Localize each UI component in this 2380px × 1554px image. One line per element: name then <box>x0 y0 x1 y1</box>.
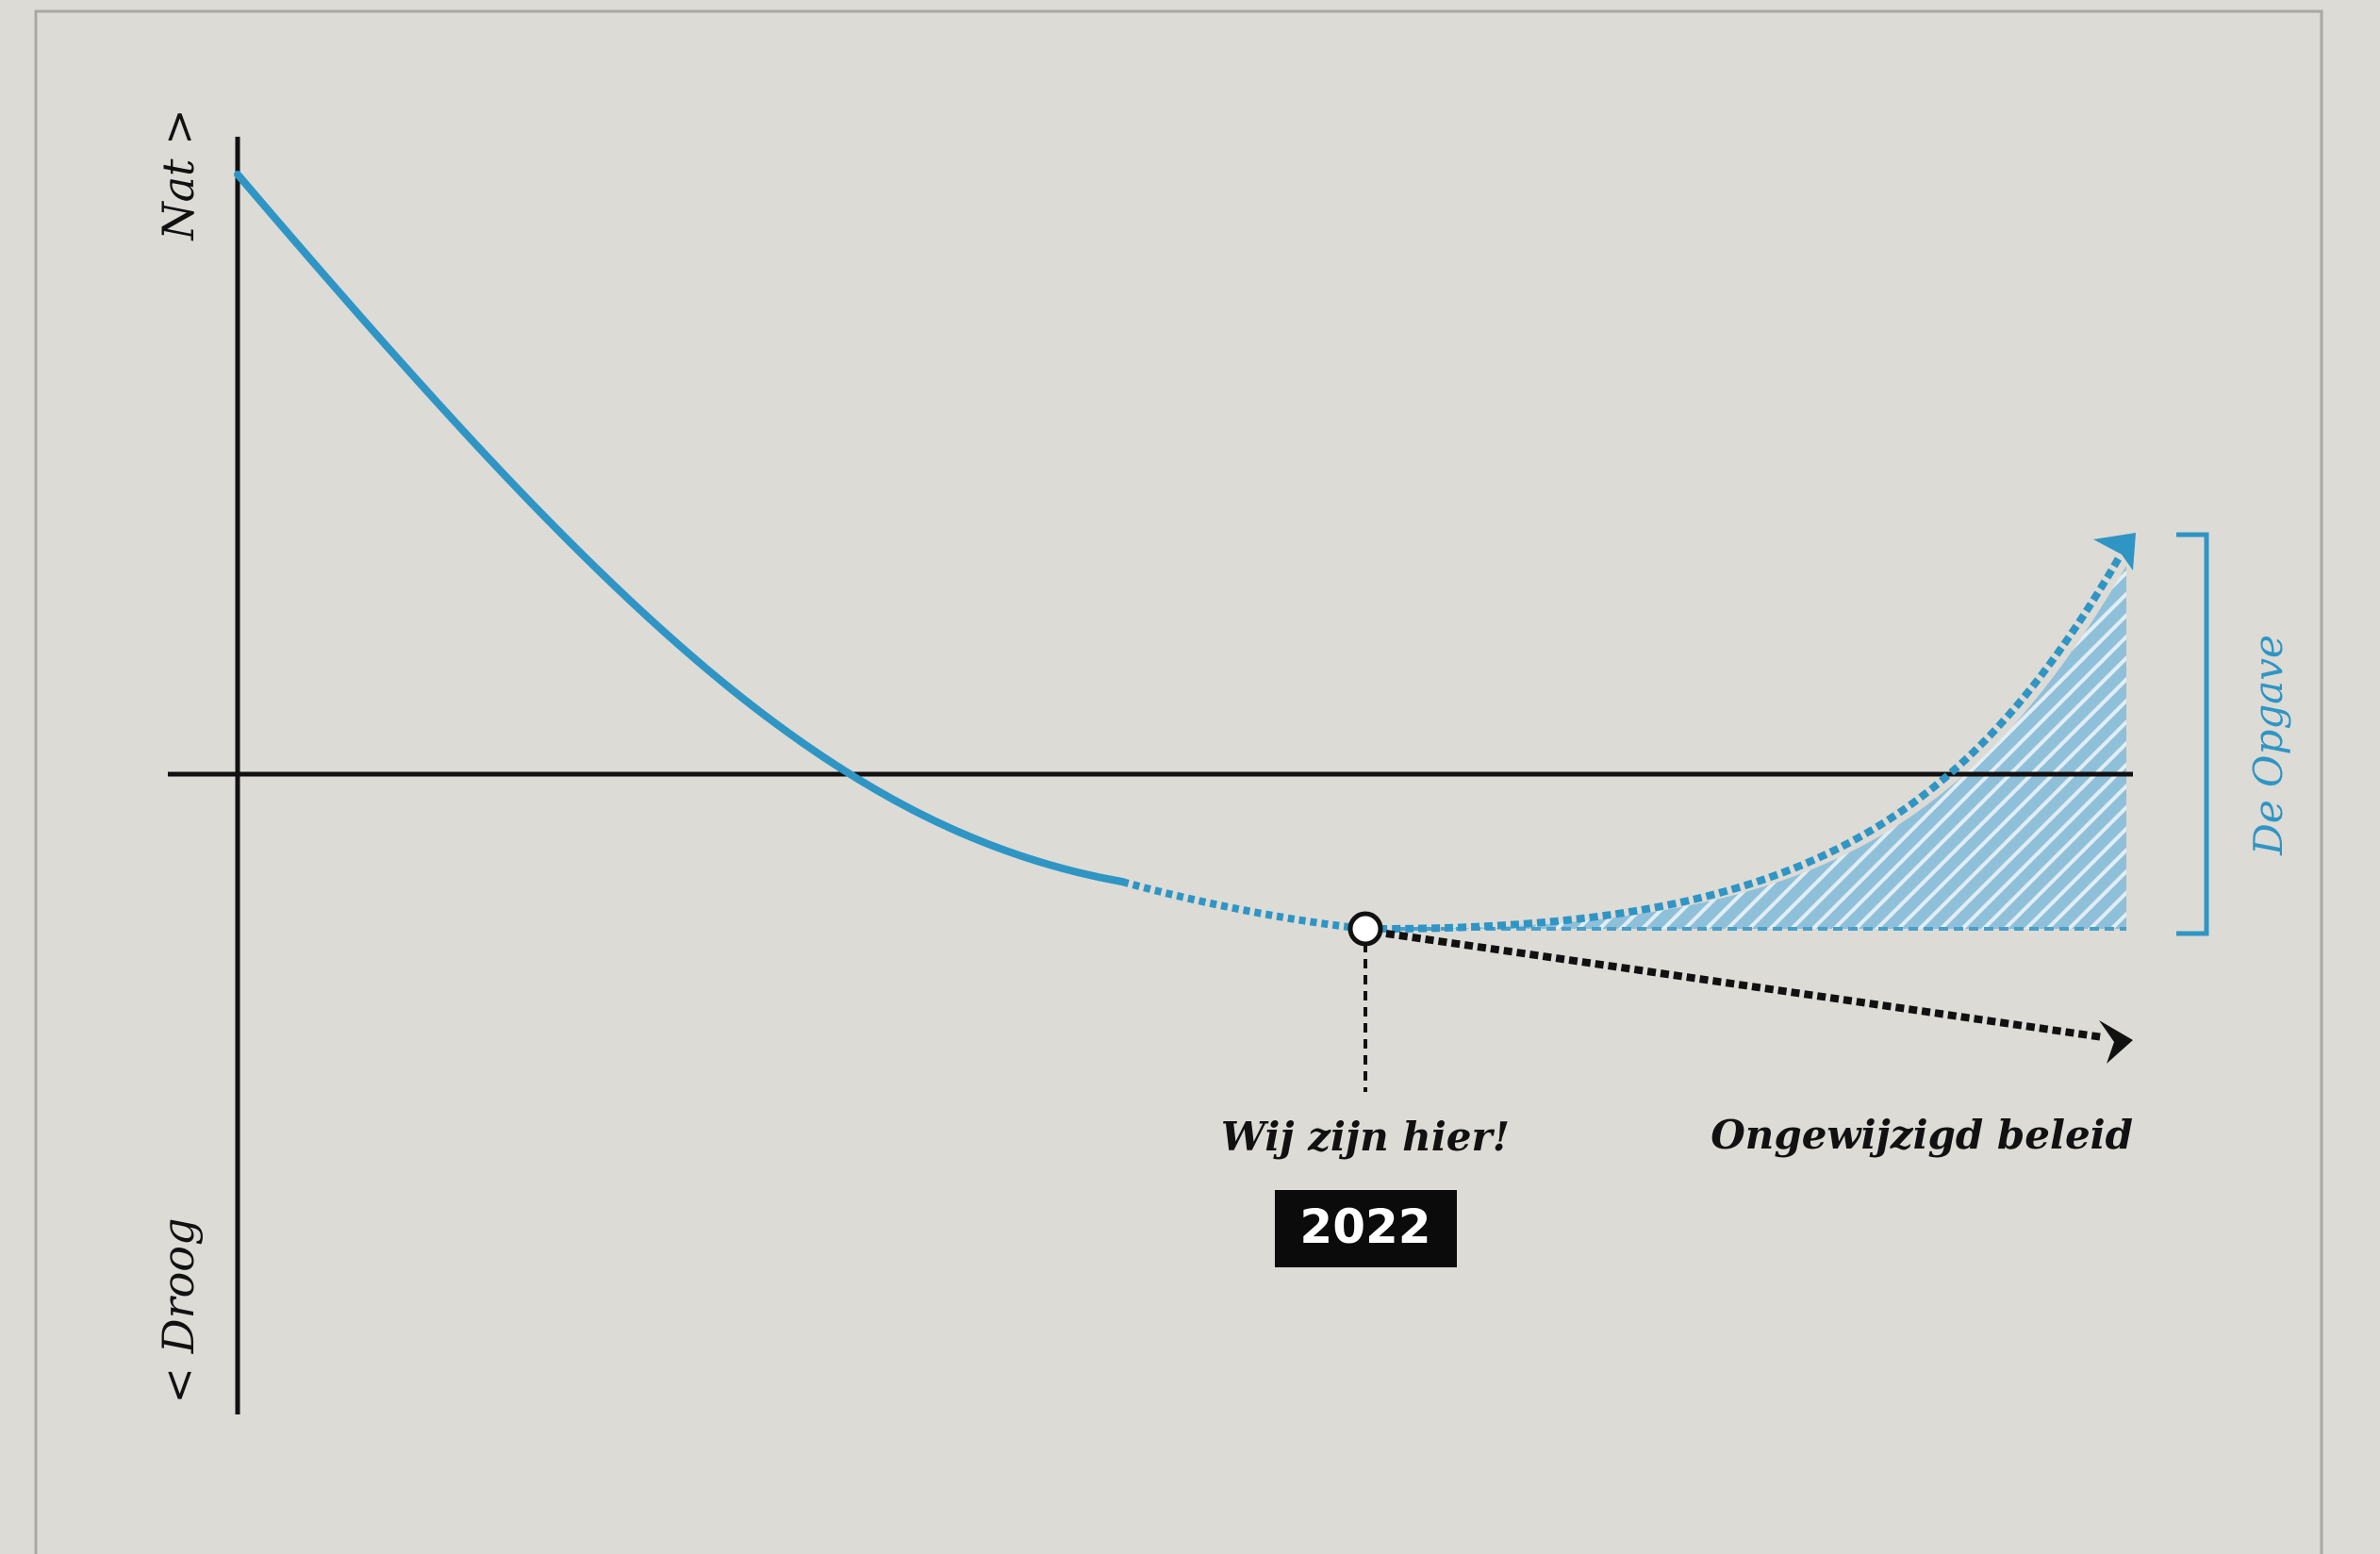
historic-curve <box>234 171 1126 885</box>
baseline-arrow-head-icon <box>2099 1020 2133 1064</box>
opgave-hatched-area <box>1396 566 2126 929</box>
target-arrow-head-icon <box>2093 533 2136 570</box>
target-trend-label: De Opgave <box>2245 635 2291 856</box>
diagram-frame <box>34 9 2323 1554</box>
opgave-bracket <box>2176 532 2209 936</box>
y-axis-bottom-label: < Droog <box>153 1218 204 1404</box>
y-axis-top-label: Nat > <box>153 108 204 240</box>
baseline-trend-label: Ongewijzigd beleid <box>1711 1112 2133 1158</box>
recent-dotted-curve <box>1120 878 1366 933</box>
baseline-dotted-line <box>1385 930 2104 1041</box>
current-marker-label: Wij zijn hier! <box>1221 1114 1510 1160</box>
current-year-label: 2022 <box>1299 1199 1430 1254</box>
target-dotted-curve <box>1378 554 2124 933</box>
year-box <box>1275 1190 1457 1267</box>
current-position-marker <box>1347 911 1383 947</box>
